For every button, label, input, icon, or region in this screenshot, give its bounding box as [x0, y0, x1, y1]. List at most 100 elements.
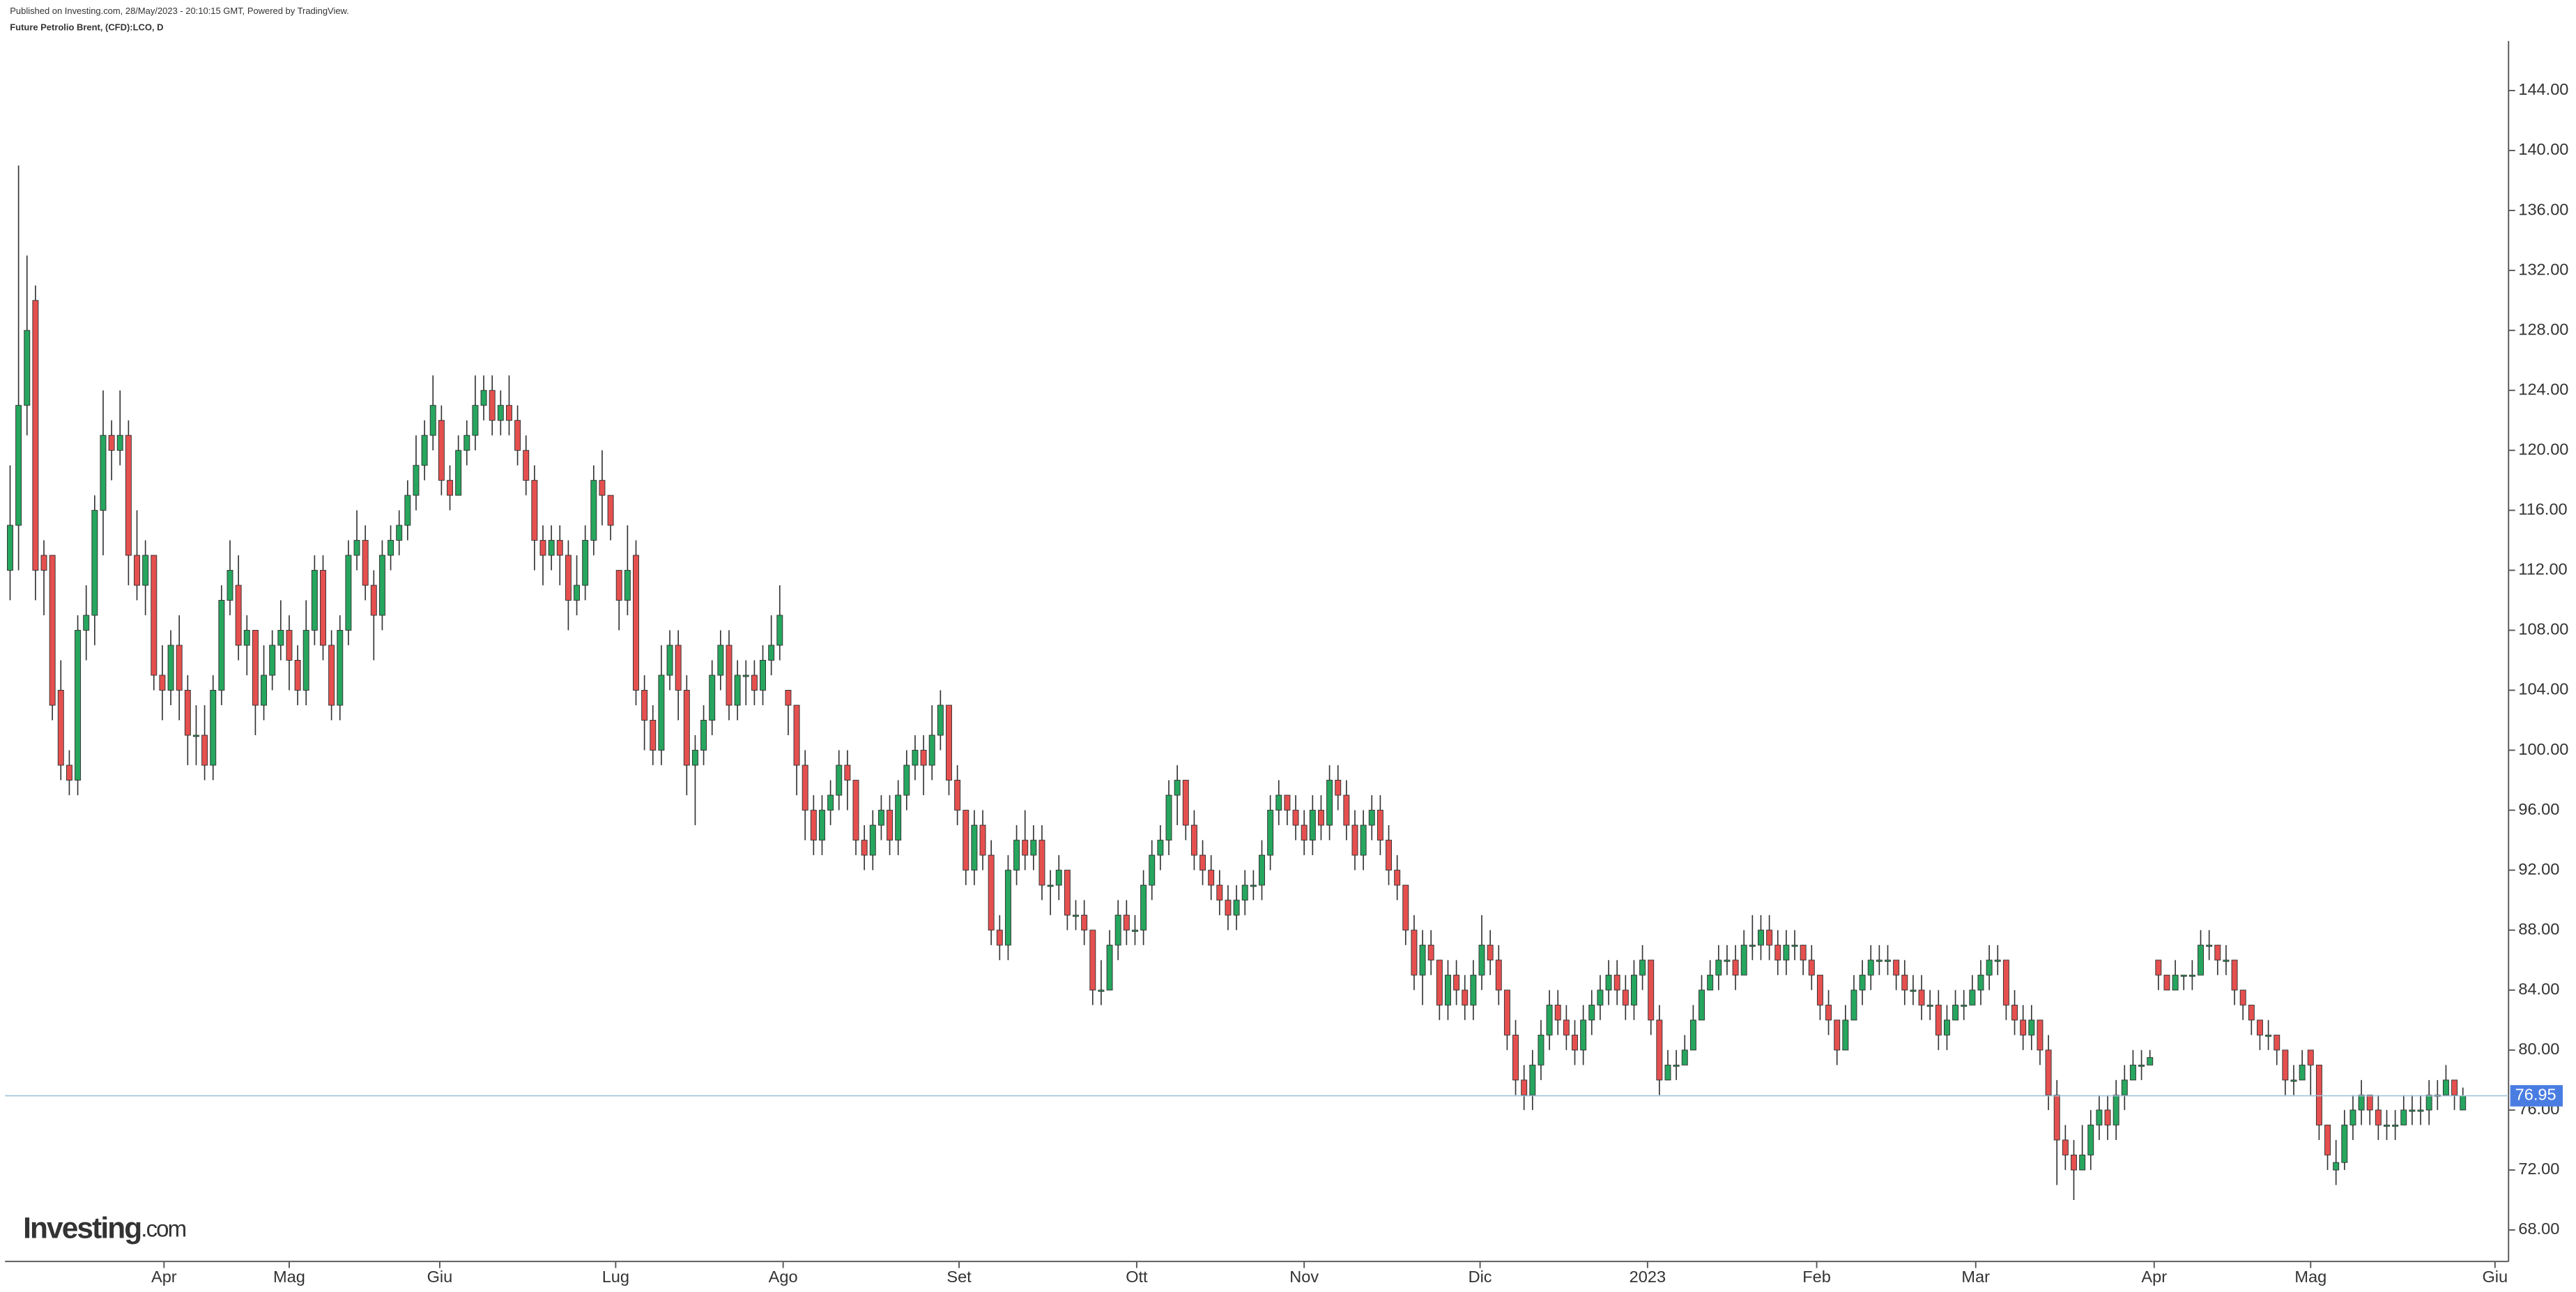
candle-body: [1089, 930, 1096, 991]
y-tick-label: 88.00: [2518, 920, 2559, 938]
candle-body: [2163, 974, 2170, 991]
candle-body: [869, 824, 876, 856]
candle-body: [1004, 870, 1011, 946]
candle-body: [2079, 1154, 2086, 1171]
candle-body: [2198, 944, 2204, 976]
candle-body: [2045, 1049, 2052, 1095]
candle-body: [489, 390, 496, 421]
candle-body: [1867, 960, 1874, 976]
candle-body: [1462, 990, 1469, 1006]
candle-body: [404, 495, 411, 526]
candle-body: [2315, 1064, 2322, 1125]
candle-body: [142, 555, 149, 586]
candle-body: [2375, 1109, 2382, 1125]
candle-body: [1114, 914, 1121, 946]
candle-body: [1808, 960, 1815, 976]
candle-body: [539, 539, 546, 556]
candle-body: [548, 539, 555, 556]
y-tick-label: 128.00: [2518, 320, 2568, 338]
candle-body: [2392, 1124, 2399, 1127]
candle-body: [641, 690, 648, 721]
candle-body: [734, 675, 741, 706]
candle-body: [362, 539, 369, 586]
candle-body: [32, 300, 39, 571]
candle-body: [1503, 990, 1510, 1036]
candle-body: [218, 599, 225, 691]
candle-body: [2028, 1020, 2035, 1036]
candle-body: [802, 764, 808, 811]
candle-body: [1309, 810, 1316, 841]
y-tick-label: 108.00: [2518, 620, 2568, 638]
candle-body: [590, 479, 597, 541]
candle-body: [151, 555, 158, 676]
candle-body: [1182, 780, 1189, 826]
candle-body: [2349, 1109, 2356, 1125]
candle-body: [1554, 1004, 1561, 1021]
candle-body: [1580, 1020, 1587, 1051]
candle-body: [1926, 1004, 1933, 1007]
candle-body: [1225, 900, 1232, 916]
candle-body: [1656, 1020, 1663, 1081]
candle-body: [337, 629, 344, 706]
y-tick-label: 120.00: [2518, 440, 2568, 458]
candle-body: [2324, 1124, 2331, 1155]
candle-body: [844, 764, 851, 781]
candle-body: [1022, 840, 1029, 856]
candle-body: [1918, 990, 1925, 1006]
candle-body: [353, 539, 360, 556]
candle-body: [2256, 1020, 2263, 1036]
candle-body: [1664, 1064, 1671, 1081]
candle-body: [1351, 824, 1358, 856]
candle-body: [1977, 974, 1984, 991]
candle-body: [2417, 1109, 2424, 1112]
logo-suffix: .com: [141, 1215, 185, 1241]
x-tick-label: Set: [946, 1268, 972, 1286]
candle-body: [1774, 944, 1781, 961]
candle-body: [1140, 884, 1147, 931]
candle-body: [1292, 810, 1299, 826]
candle-body: [1816, 974, 1823, 1006]
candle-body: [134, 555, 140, 586]
candle-body: [785, 690, 792, 706]
x-tick-label: Ott: [1126, 1268, 1148, 1286]
candle-body: [75, 629, 82, 781]
candle-body: [691, 750, 698, 766]
candle-body: [184, 690, 191, 736]
candle-body: [378, 555, 385, 616]
logo: Investing.com: [23, 1212, 186, 1245]
y-tick-label: 84.00: [2518, 980, 2559, 998]
candle-body: [2425, 1094, 2432, 1111]
candle-body: [1800, 944, 1807, 961]
candle-body: [421, 435, 428, 466]
candle-body: [2155, 960, 2162, 976]
candle-body: [666, 645, 673, 676]
candle-body: [1512, 1034, 1519, 1081]
candle-body: [1368, 810, 1375, 826]
candle-body: [683, 690, 690, 766]
candle-body: [2104, 1109, 2111, 1125]
candle-body: [1419, 944, 1426, 976]
y-tick-label: 80.00: [2518, 1040, 2559, 1058]
candle-body: [852, 780, 859, 841]
candle-body: [1064, 870, 1071, 916]
candle-body: [57, 690, 64, 766]
candle-body: [574, 585, 581, 601]
candle-body: [531, 479, 538, 541]
candle-body: [2206, 944, 2213, 947]
y-tick-label: 96.00: [2518, 800, 2559, 818]
candle-body: [658, 675, 665, 751]
candle-body: [1250, 884, 1257, 887]
candle-body: [1707, 974, 1714, 991]
y-tick-label: 104.00: [2518, 680, 2568, 698]
candle-body: [1427, 944, 1434, 961]
candle-body: [556, 539, 563, 556]
candle-body: [1317, 810, 1324, 826]
candle-body: [455, 449, 462, 496]
candle-body: [302, 629, 309, 691]
y-tick-label: 92.00: [2518, 860, 2559, 878]
candle-body: [108, 435, 115, 451]
candle-body: [345, 555, 352, 631]
candle-body: [2299, 1064, 2306, 1081]
candle-body: [1588, 1004, 1595, 1021]
